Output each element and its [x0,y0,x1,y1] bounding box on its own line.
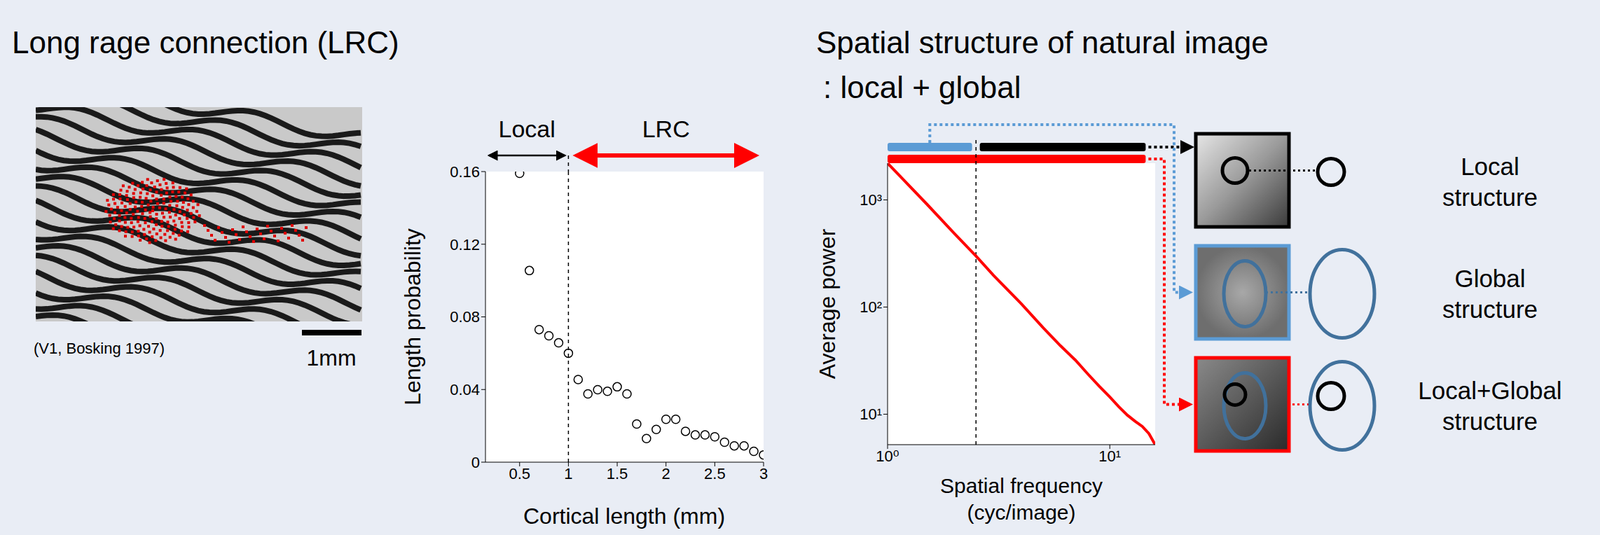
svg-text:1mm: 1mm [306,345,356,371]
svg-text:2: 2 [661,465,671,483]
svg-text:1.5: 1.5 [606,465,629,483]
svg-text:structure: structure [1442,295,1538,323]
svg-text:Length probability: Length probability [400,228,426,406]
svg-text:Long rage connection (LRC): Long rage connection (LRC) [11,25,400,60]
svg-text:0.08: 0.08 [449,308,480,326]
svg-text:10¹: 10¹ [859,405,882,424]
svg-text:10²: 10² [859,298,882,316]
svg-text:1: 1 [563,465,573,483]
svg-text:2.5: 2.5 [704,465,726,483]
svg-text:3: 3 [759,465,768,483]
svg-text:structure: structure [1442,407,1538,436]
svg-text:Local: Local [498,115,556,143]
svg-text:10¹: 10¹ [1098,447,1121,466]
svg-text:0.16: 0.16 [449,163,480,181]
svg-text:Average power: Average power [814,228,840,379]
svg-text:10⁰: 10⁰ [875,447,899,466]
svg-text:0.12: 0.12 [449,236,480,254]
svg-text:(V1, Bosking 1997): (V1, Bosking 1997) [33,339,165,358]
svg-text:structure: structure [1442,183,1538,211]
svg-text:Local+Global: Local+Global [1417,376,1562,405]
svg-text:Local: Local [1460,152,1520,181]
svg-text:LRC: LRC [642,115,691,143]
svg-text:0: 0 [471,453,480,472]
svg-text:(cyc/image): (cyc/image) [966,500,1076,524]
svg-text:: local + global: : local + global [823,70,1022,105]
svg-text:10³: 10³ [859,191,882,209]
svg-text:Spatial frequency: Spatial frequency [940,474,1103,498]
svg-text:0.5: 0.5 [508,465,531,483]
svg-text:Global: Global [1454,264,1526,293]
svg-text:Cortical length (mm): Cortical length (mm) [523,503,726,529]
svg-text:Spatial structure of natural i: Spatial structure of natural image [816,25,1269,60]
svg-text:0.04: 0.04 [449,381,480,399]
